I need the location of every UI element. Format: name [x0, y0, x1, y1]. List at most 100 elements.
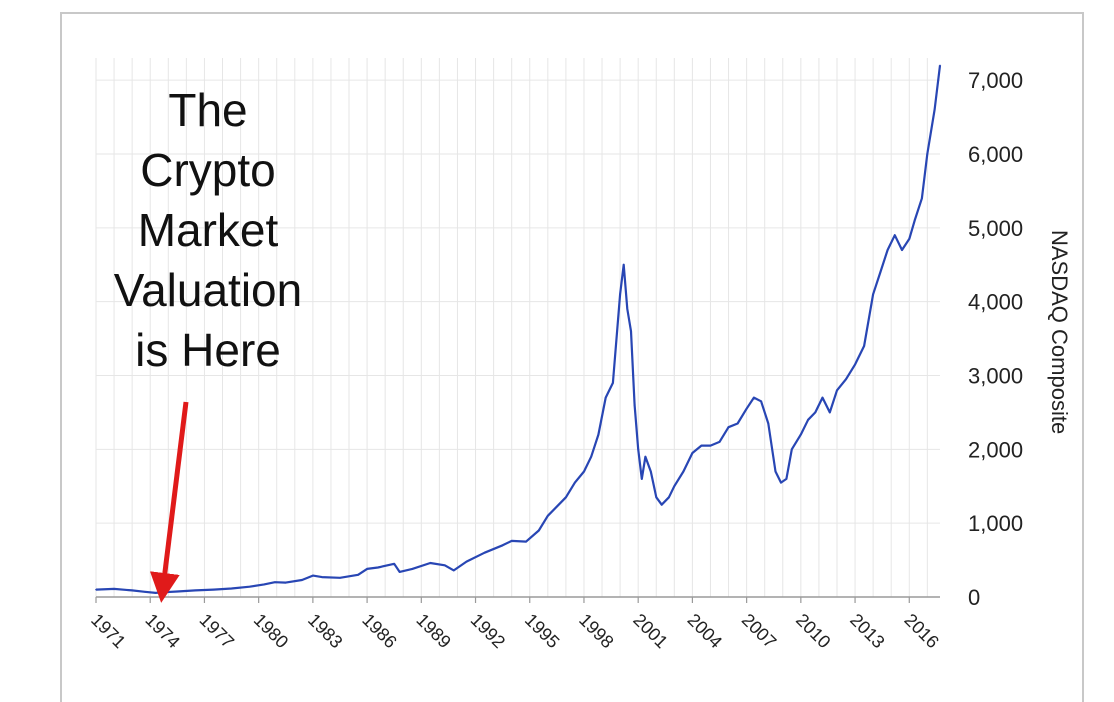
- data-point: [863, 345, 865, 347]
- data-point: [753, 396, 755, 399]
- y-tick-label: 2,000: [968, 437, 1023, 462]
- data-point: [510, 540, 513, 542]
- data-point: [131, 589, 133, 592]
- data-point: [483, 551, 486, 554]
- data-point: [501, 544, 504, 547]
- data-point: [630, 330, 632, 332]
- y-tick-label: 7,000: [968, 68, 1023, 93]
- x-tick-label: 1977: [196, 610, 238, 652]
- data-point: [845, 378, 847, 380]
- data-point: [633, 404, 636, 406]
- data-point: [619, 293, 621, 296]
- data-point: [95, 588, 97, 591]
- data-point: [398, 571, 401, 573]
- data-point: [230, 587, 233, 590]
- annotation-line: The: [168, 84, 248, 136]
- data-point: [301, 579, 303, 581]
- data-point: [828, 411, 831, 414]
- y-tick-label: 1,000: [968, 511, 1023, 536]
- data-point: [780, 481, 782, 484]
- data-point: [894, 234, 896, 237]
- y-tick-labels: 0 1,000 2,000 3,000 4,000 5,000 6,000 7,000: [968, 68, 1023, 610]
- data-point: [590, 455, 592, 458]
- data-point: [453, 569, 455, 572]
- x-tick-label: 1974: [141, 610, 183, 652]
- data-point: [709, 444, 712, 447]
- data-point: [274, 581, 276, 584]
- data-point: [583, 470, 585, 473]
- x-tick-label: 1995: [521, 610, 563, 652]
- data-point: [854, 363, 856, 366]
- data-point: [284, 581, 287, 584]
- data-point: [908, 238, 911, 240]
- data-point: [429, 562, 432, 564]
- annotation-line: is Here: [135, 324, 281, 376]
- data-point: [650, 470, 652, 473]
- data-point: [644, 455, 647, 458]
- data-point: [926, 153, 929, 155]
- x-tick-label: 1986: [358, 610, 400, 652]
- data-point: [807, 418, 809, 421]
- y-axis-label: NASDAQ Composite: [1047, 230, 1072, 435]
- x-tick-label: 2004: [684, 610, 726, 652]
- annotation-line: Valuation: [113, 264, 303, 316]
- data-point: [700, 444, 703, 447]
- data-point: [357, 574, 359, 576]
- data-point: [622, 263, 625, 266]
- data-point: [637, 448, 639, 451]
- data-point: [113, 588, 115, 590]
- data-point: [312, 574, 314, 577]
- annotation-line: Market: [137, 204, 279, 256]
- data-point: [913, 219, 916, 222]
- x-tick-label: 2010: [792, 610, 834, 652]
- data-point: [655, 496, 658, 499]
- data-point: [668, 496, 670, 499]
- x-tick-label: 1992: [467, 610, 509, 652]
- data-point: [626, 308, 629, 310]
- data-point: [785, 478, 788, 480]
- data-point: [547, 514, 549, 517]
- data-point: [321, 576, 323, 578]
- y-tick-label: 3,000: [968, 363, 1023, 388]
- series-line: [95, 65, 942, 594]
- data-point: [248, 585, 251, 588]
- data-point: [411, 568, 414, 570]
- data-point: [176, 590, 179, 593]
- data-point: [901, 249, 903, 251]
- data-point: [263, 583, 265, 586]
- data-point: [212, 588, 215, 591]
- data-point: [727, 426, 730, 428]
- x-tick-label: 2016: [900, 610, 942, 652]
- data-point: [465, 560, 468, 563]
- y-tick-label: 5,000: [968, 216, 1023, 241]
- y-tick-label: 6,000: [968, 142, 1023, 167]
- data-point: [939, 64, 941, 67]
- data-point: [745, 407, 748, 410]
- data-point: [525, 540, 527, 543]
- gridlines: [95, 58, 940, 598]
- data-point: [821, 396, 824, 399]
- data-point: [339, 577, 341, 579]
- data-point: [366, 568, 368, 570]
- data-point: [760, 400, 762, 403]
- data-point: [604, 396, 607, 399]
- data-point: [194, 589, 197, 592]
- data-point: [565, 496, 567, 499]
- chart-frame: [60, 12, 1084, 702]
- data-point: [682, 470, 685, 473]
- data-point: [836, 389, 838, 392]
- x-tick-label: 2013: [846, 610, 888, 652]
- data-point: [154, 592, 157, 594]
- annotation-line: Crypto: [140, 144, 276, 196]
- x-tick-label: 1971: [87, 610, 129, 652]
- data-point: [767, 422, 770, 425]
- data-point: [800, 433, 802, 436]
- data-point: [736, 422, 739, 425]
- data-point: [444, 564, 446, 567]
- data-point: [872, 293, 874, 296]
- data-point: [393, 562, 396, 565]
- data-point: [921, 197, 923, 200]
- data-point: [537, 529, 540, 532]
- data-point: [791, 448, 793, 451]
- series-group: [95, 64, 942, 594]
